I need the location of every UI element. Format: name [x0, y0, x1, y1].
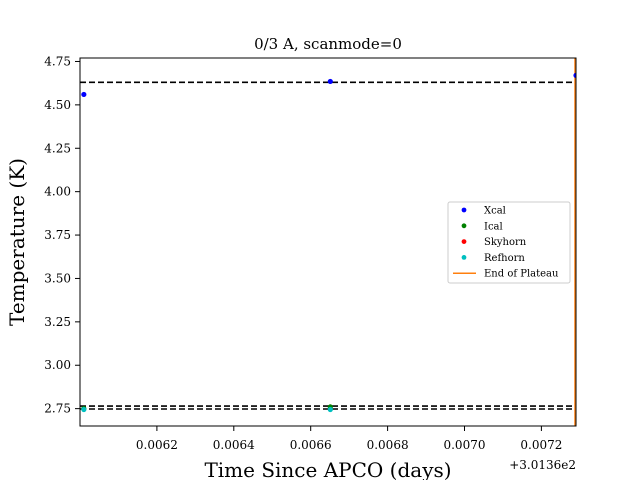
legend-label: Skyhorn [484, 237, 527, 248]
legend-box [447, 201, 571, 284]
legend-marker-skyhorn [461, 239, 467, 245]
plot-frame [79, 57, 577, 427]
y-tick-label: 4.75 [44, 54, 71, 68]
legend-label: Refhorn [484, 253, 525, 264]
x-axis-label: Time Since APCO (days) [204, 458, 451, 480]
point-xcal-2 [573, 72, 576, 78]
point-xcal-1 [327, 78, 333, 85]
x-axis: 0.0062 0.0064 0.0066 0.0068 0.0070 0.0072 [136, 426, 562, 452]
x-tick-label: 0.0062 [136, 438, 178, 452]
legend: Xcal Ical Skyhorn Refhorn End of Plateau [447, 201, 571, 284]
x-tick-label: 0.0070 [443, 438, 485, 452]
y-axis: 2.75 3.00 3.25 3.50 3.75 4.00 4.25 4.50 4.75 [44, 54, 80, 416]
x-tick-label: 0.0066 [290, 438, 332, 452]
y-axis-label: Temperature (K) [5, 158, 29, 326]
legend-marker-xcal [461, 207, 467, 213]
legend-label: Ical [484, 221, 503, 232]
plot-area [80, 58, 576, 426]
y-tick-label: 3.00 [44, 358, 71, 372]
x-tick-label: 0.0072 [520, 438, 562, 452]
y-tick-label: 4.25 [44, 141, 71, 155]
legend-label: Xcal [484, 206, 506, 217]
point-refhorn-0 [81, 406, 87, 413]
legend-label: End of Plateau [484, 269, 559, 280]
point-xcal-0 [81, 91, 87, 98]
x-tick-label: 0.0064 [213, 438, 255, 452]
chart-title: 0/3 A, scanmode=0 [254, 35, 402, 53]
x-offset-label: +3.0136e2 [509, 458, 576, 472]
x-tick-label: 0.0068 [367, 438, 409, 452]
y-tick-label: 3.50 [44, 271, 71, 285]
y-tick-label: 2.75 [44, 402, 71, 416]
y-tick-label: 4.00 [44, 185, 71, 199]
legend-marker-refhorn [461, 255, 467, 260]
y-tick-label: 3.25 [44, 315, 71, 329]
y-tick-label: 3.75 [44, 228, 71, 242]
y-tick-label: 4.50 [44, 98, 71, 112]
point-refhorn-1 [327, 406, 333, 413]
legend-marker-ical [461, 223, 467, 229]
